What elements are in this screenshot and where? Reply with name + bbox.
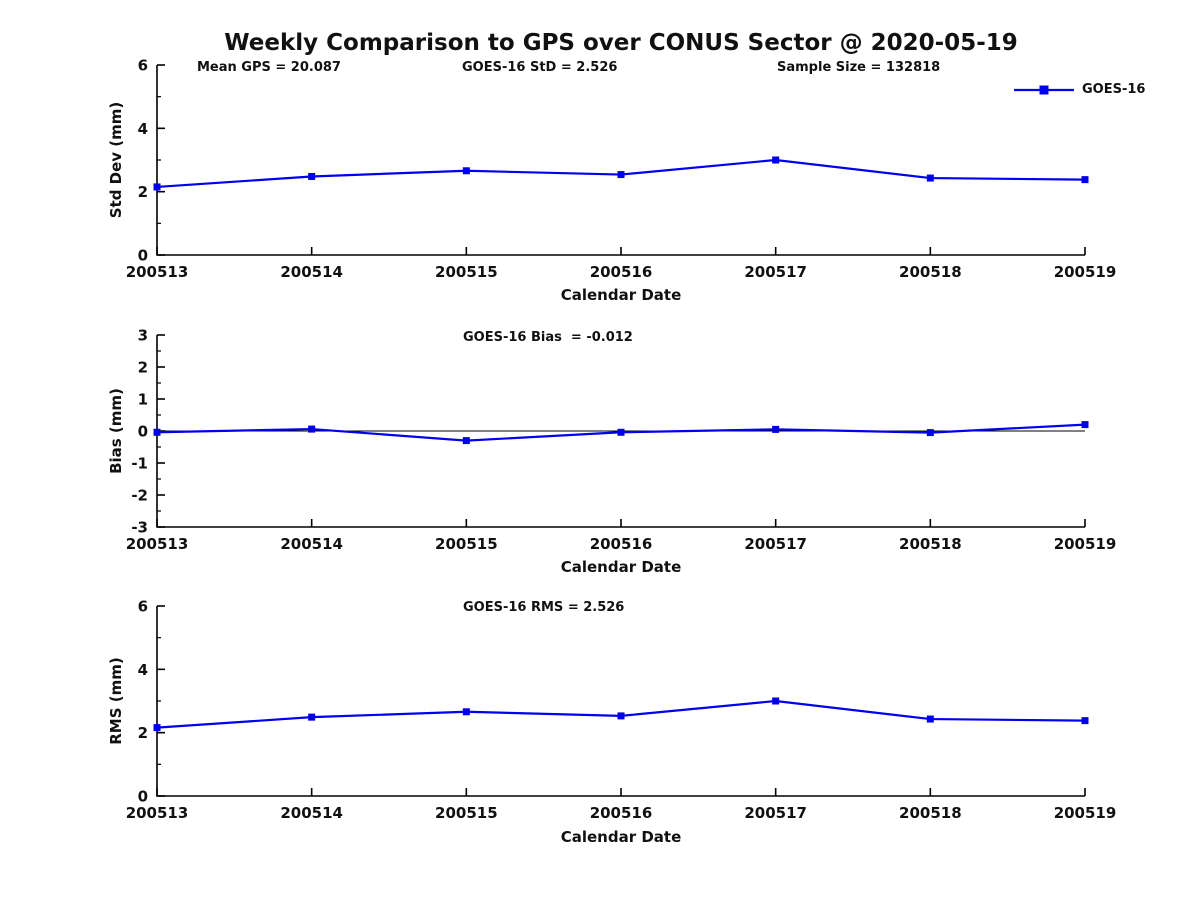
ylabel-bias: Bias (mm) [107, 388, 125, 474]
legend-line-marker-icon [1014, 85, 1074, 94]
x-tick-label: 200517 [744, 804, 807, 822]
data-point-marker [153, 724, 161, 732]
data-point-marker [772, 425, 780, 433]
y-tick-label: 4 [138, 661, 148, 679]
x-tick-label: 200517 [744, 535, 807, 553]
data-point-marker [308, 425, 316, 433]
chart-title: Weekly Comparison to GPS over CONUS Sect… [224, 30, 1018, 56]
legend-label: GOES-16 [1082, 82, 1146, 97]
axis-spines [156, 65, 1085, 256]
x-tick-label: 200514 [280, 535, 343, 553]
y-tick-label: -3 [131, 519, 148, 537]
x-tick-label: 200518 [899, 804, 962, 822]
data-point-marker [462, 437, 470, 445]
x-tick-label: 200517 [744, 263, 807, 281]
x-tick-label: 200513 [126, 804, 189, 822]
subplot-rms: 0 2 4 6 200513 200514 200515 200516 200517 200518… [126, 598, 1117, 823]
annotation-mean-gps: Mean GPS = 20.087 [197, 60, 341, 75]
annotation-goes16-std: GOES-16 StD = 2.526 [462, 60, 618, 75]
subplot-std-dev: 0 2 4 6 200513 200514 200515 200516 200517 200518… [126, 57, 1117, 282]
data-point-marker [153, 428, 161, 436]
data-point-marker [926, 174, 934, 182]
y-tick-label: 0 [138, 423, 148, 441]
data-point-marker [462, 167, 470, 175]
y-tick-label: 0 [138, 247, 148, 265]
y-tick-label: 6 [138, 598, 148, 616]
y-tick-label: 2 [138, 183, 148, 201]
data-point-marker [308, 713, 316, 721]
data-point-marker [772, 156, 780, 164]
xlabel-calendar-date-1: Calendar Date [560, 286, 682, 304]
y-tick-label: 2 [138, 359, 148, 377]
y-tick-label: 2 [138, 724, 148, 742]
x-tick-label: 200518 [899, 263, 962, 281]
x-tick-label: 200516 [590, 804, 653, 822]
y-tick-label: 3 [138, 327, 148, 345]
annotation-goes16-rms: GOES-16 RMS = 2.526 [463, 600, 625, 615]
y-tick-label: 0 [138, 788, 148, 806]
data-point-marker [1081, 421, 1089, 429]
x-tick-label: 200516 [590, 535, 653, 553]
ylabel-rms: RMS (mm) [107, 657, 125, 745]
annotation-goes16-bias: GOES-16 Bias = -0.012 [463, 330, 633, 345]
data-point-marker [926, 715, 934, 723]
ylabel-std-dev: Std Dev (mm) [107, 101, 125, 219]
data-point-marker [153, 183, 161, 191]
y-tick-label: 6 [138, 57, 148, 75]
x-tick-label: 200514 [280, 263, 343, 281]
subplot-bias: -3 -2 -1 0 1 2 3 200513 200514 200515 200516 200517… [126, 327, 1117, 554]
xlabel-calendar-date-3: Calendar Date [560, 828, 682, 846]
x-tick-label: 200515 [435, 804, 498, 822]
x-tick-label: 200513 [126, 535, 189, 553]
x-tick-label: 200516 [590, 263, 653, 281]
x-tick-label: 200518 [899, 535, 962, 553]
x-tick-label: 200515 [435, 263, 498, 281]
y-tick-label: 1 [138, 391, 148, 409]
x-tick-label: 200513 [126, 263, 189, 281]
data-point-marker [1081, 717, 1089, 725]
data-point-marker [772, 697, 780, 705]
data-point-marker [617, 712, 625, 720]
y-tick-label: -2 [131, 487, 148, 505]
x-tick-label: 200519 [1054, 263, 1117, 281]
x-tick-label: 200519 [1054, 804, 1117, 822]
data-point-marker [1081, 176, 1089, 184]
legend: GOES-16 [1013, 82, 1145, 97]
data-point-marker [308, 172, 316, 180]
x-tick-label: 200515 [435, 535, 498, 553]
data-point-marker [617, 428, 625, 436]
axis-spines [156, 606, 1085, 797]
annotation-sample-size: Sample Size = 132818 [777, 60, 941, 75]
xlabel-calendar-date-2: Calendar Date [560, 558, 682, 576]
data-point-marker [462, 708, 470, 716]
data-point-marker [617, 171, 625, 179]
y-tick-label: -1 [131, 455, 148, 473]
x-tick-label: 200519 [1054, 535, 1117, 553]
x-tick-label: 200514 [280, 804, 343, 822]
y-tick-label: 4 [138, 120, 148, 138]
data-point-marker [926, 429, 934, 437]
